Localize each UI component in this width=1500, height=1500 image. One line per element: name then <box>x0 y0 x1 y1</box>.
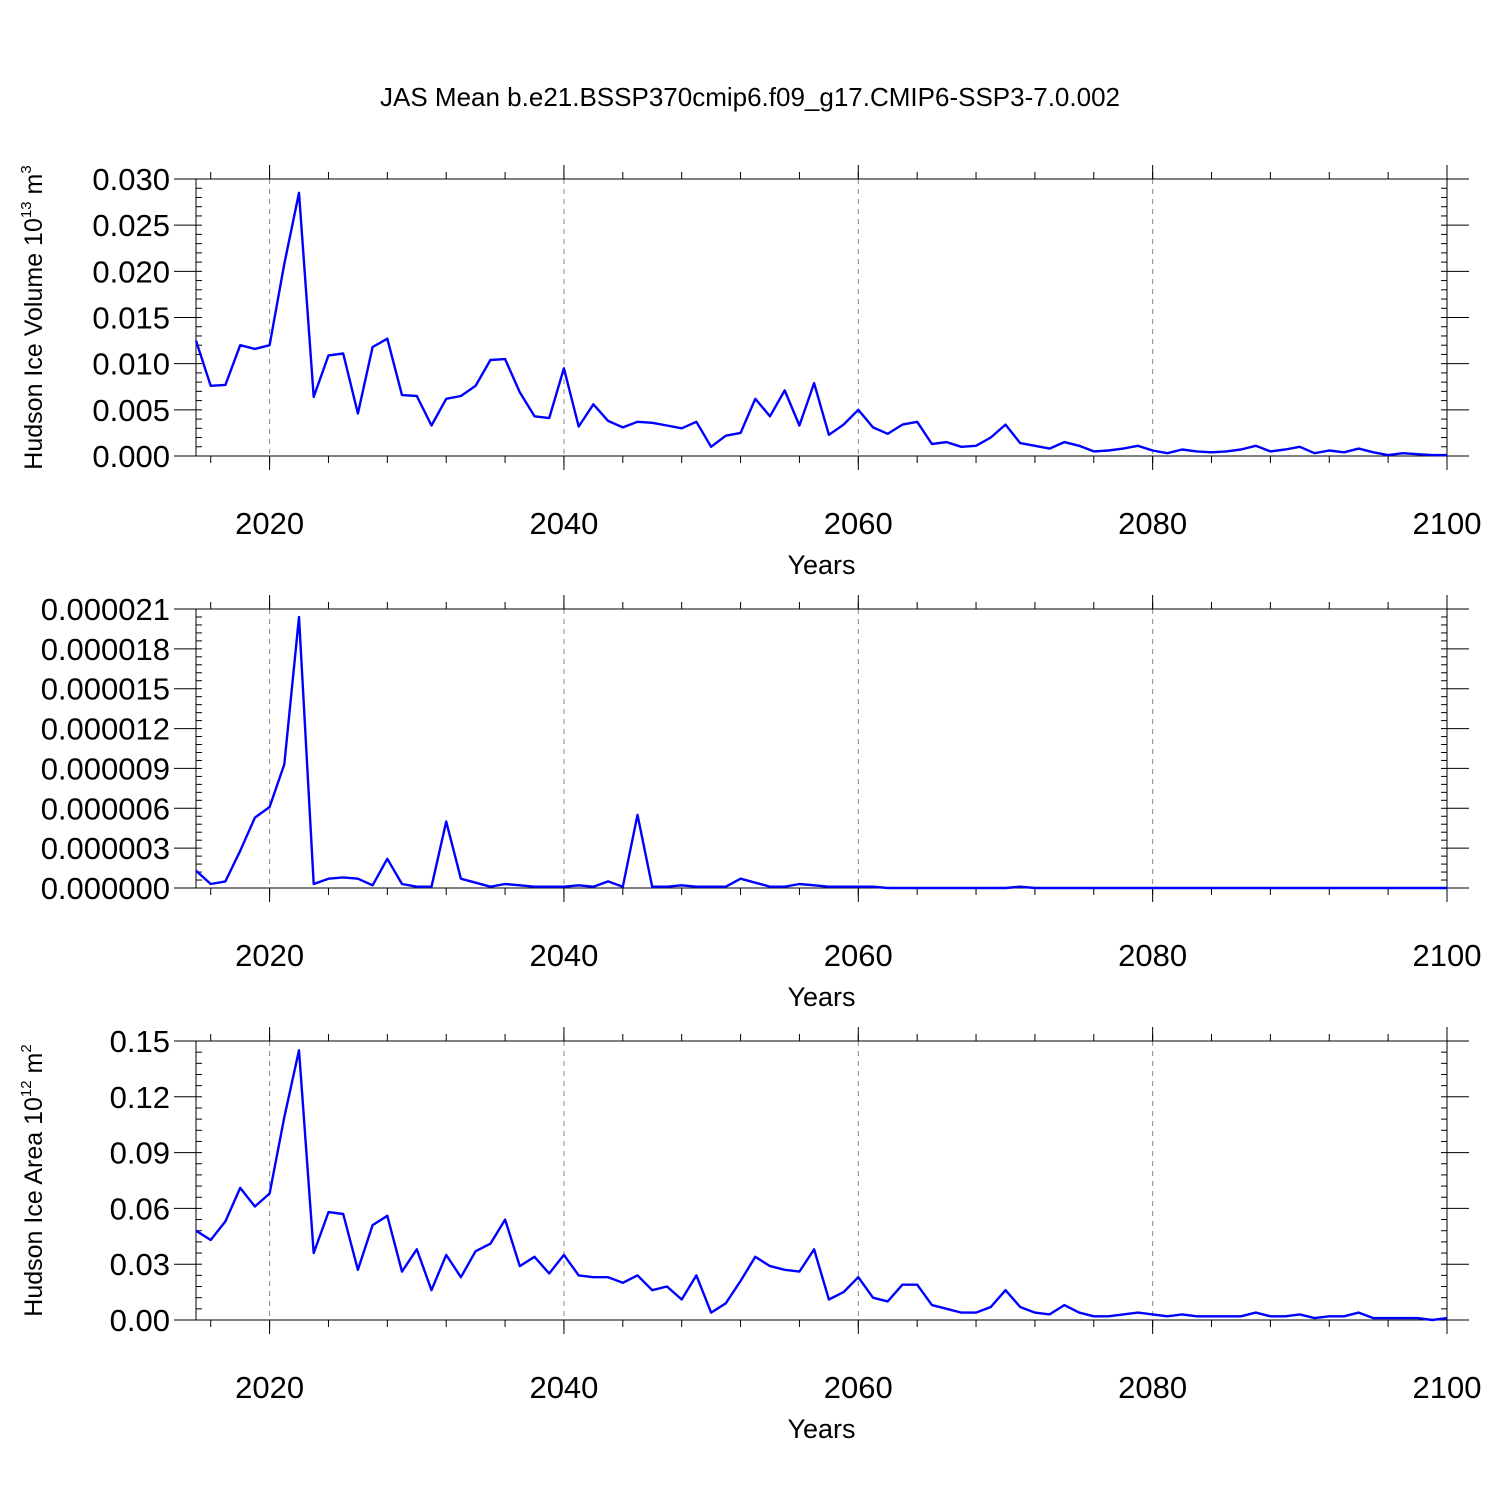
x-tick-label: 2100 <box>1413 938 1482 973</box>
x-axis-label: Years <box>787 1414 855 1444</box>
y-tick-label: 0.000006 <box>41 791 170 826</box>
y-tick-label: 0.09 <box>110 1136 170 1171</box>
y-tick-label: 0.000009 <box>41 751 170 786</box>
y-axis-label: Hudson Ice Area 1012 m2 <box>18 1044 48 1316</box>
x-tick-label: 2020 <box>235 938 304 973</box>
panels: 2020 2040 2060 2080 2100 0.000 0.005 0.010 0.015… <box>18 162 1481 1444</box>
x-tick-label: 2040 <box>529 1370 598 1405</box>
x-tick-label: 2080 <box>1118 1370 1187 1405</box>
chart-panel-3: 2020 2040 2060 2080 2100 0.00 0.03 0.06 0.09 0.12… <box>18 1024 1481 1444</box>
x-axis-label: Years <box>787 982 855 1012</box>
y-tick-label: 0.020 <box>92 254 170 289</box>
y-tick-label: 0.15 <box>110 1024 170 1059</box>
y-tick-label: 0.030 <box>92 162 170 197</box>
x-tick-label: 2080 <box>1118 506 1187 541</box>
figure-title: JAS Mean b.e21.BSSP370cmip6.f09_g17.CMIP… <box>380 82 1120 112</box>
y-tick-label: 0.000012 <box>41 712 170 747</box>
x-tick-label: 2060 <box>824 938 893 973</box>
x-tick-label: 2060 <box>824 1370 893 1405</box>
y-tick-label: 0.000003 <box>41 831 170 866</box>
y-tick-label: 0.000000 <box>41 871 170 906</box>
y-axis-label: Hudson Ice Volume 1013 m3 <box>18 165 48 469</box>
chart-panel-1: 2020 2040 2060 2080 2100 0.000 0.005 0.010 0.015… <box>18 162 1481 580</box>
y-tick-label: 0.025 <box>92 208 170 243</box>
y-tick-label: 0.06 <box>110 1191 170 1226</box>
x-tick-label: 2040 <box>529 506 598 541</box>
x-axis-label: Years <box>787 550 855 580</box>
plot-frame <box>195 1040 1448 1321</box>
y-tick-label: 0.03 <box>110 1247 170 1282</box>
y-tick-label: 0.12 <box>110 1080 170 1115</box>
y-tick-label: 0.010 <box>92 347 170 382</box>
x-tick-label: 2100 <box>1413 1370 1482 1405</box>
x-tick-label: 2020 <box>235 506 304 541</box>
y-tick-label: 0.000015 <box>41 672 170 707</box>
series-line <box>194 191 1447 457</box>
y-tick-label: 0.000021 <box>41 592 170 627</box>
x-tick-label: 2060 <box>824 506 893 541</box>
y-tick-label: 0.015 <box>92 301 170 336</box>
plot-frame <box>195 608 1448 889</box>
plot-frame <box>195 178 1448 457</box>
x-tick-label: 2100 <box>1413 506 1482 541</box>
x-tick-label: 2040 <box>529 938 598 973</box>
y-tick-label: 0.005 <box>92 393 170 428</box>
y-tick-label: 0.00 <box>110 1303 170 1338</box>
series-line <box>195 615 1447 890</box>
series-line <box>195 1049 1448 1322</box>
chart-panel-2: 2020 2040 2060 2080 2100 0.000000 0.000003 0.00… <box>41 592 1482 1012</box>
y-tick-label: 0.000018 <box>41 632 170 667</box>
x-tick-label: 2080 <box>1118 938 1187 973</box>
y-tick-label: 0.000 <box>92 439 170 474</box>
x-tick-label: 2020 <box>235 1370 304 1405</box>
